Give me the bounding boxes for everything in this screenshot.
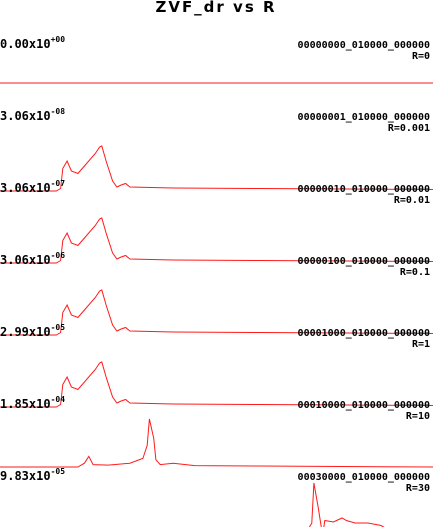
- r-value-label: R=0: [412, 51, 430, 62]
- trace-line: [0, 361, 433, 408]
- trace-line: [0, 418, 433, 468]
- scale-factor: 0.00x10+00: [0, 35, 65, 51]
- scale-factor: 1.85x10-04: [0, 395, 65, 411]
- scale-mantissa: 3.06x10: [0, 253, 51, 267]
- run-id-label: 00000000_010000_000000: [298, 40, 430, 51]
- trace-line: [0, 217, 433, 264]
- scale-mantissa: 1.85x10: [0, 397, 51, 411]
- run-id-label: 00001000_010000_000000: [298, 328, 430, 339]
- run-id-label: 00000100_010000_000000: [298, 256, 430, 267]
- scale-exponent: -05: [51, 323, 66, 332]
- run-id-label: 00000001_010000_000000: [298, 112, 430, 123]
- scale-mantissa: 3.06x10: [0, 109, 51, 123]
- r-value-label: R=30: [406, 483, 430, 494]
- trace-line: [0, 289, 433, 336]
- scale-factor: 3.06x10-08: [0, 107, 65, 123]
- scale-factor: 9.83x10-05: [0, 467, 65, 483]
- scale-factor: 3.06x10-06: [0, 251, 65, 267]
- run-id-label: 00000010_010000_000000: [298, 184, 430, 195]
- trace-line: [308, 482, 385, 527]
- run-id-label: 00030000_010000_000000: [298, 472, 430, 483]
- trace-line: [0, 145, 433, 192]
- r-value-label: R=0.001: [388, 123, 430, 134]
- scale-exponent: -05: [51, 467, 66, 476]
- scale-mantissa: 9.83x10: [0, 469, 51, 483]
- scale-exponent: -04: [51, 395, 66, 404]
- run-id-label: 00010000_010000_000000: [298, 400, 430, 411]
- r-value-label: R=0.1: [400, 267, 430, 278]
- scale-exponent: -06: [51, 251, 66, 260]
- scale-mantissa: 0.00x10: [0, 37, 51, 51]
- scale-exponent: +00: [51, 35, 66, 44]
- scale-exponent: -08: [51, 107, 66, 116]
- scale-factor: 3.06x10-07: [0, 179, 65, 195]
- scale-factor: 2.99x10-05: [0, 323, 65, 339]
- r-value-label: R=1: [412, 339, 430, 350]
- r-value-label: R=10: [406, 411, 430, 422]
- scale-mantissa: 3.06x10: [0, 181, 51, 195]
- scale-exponent: -07: [51, 179, 66, 188]
- scale-mantissa: 2.99x10: [0, 325, 51, 339]
- chart-title: ZVF_dr vs R: [155, 0, 276, 16]
- r-value-label: R=0.01: [394, 195, 430, 206]
